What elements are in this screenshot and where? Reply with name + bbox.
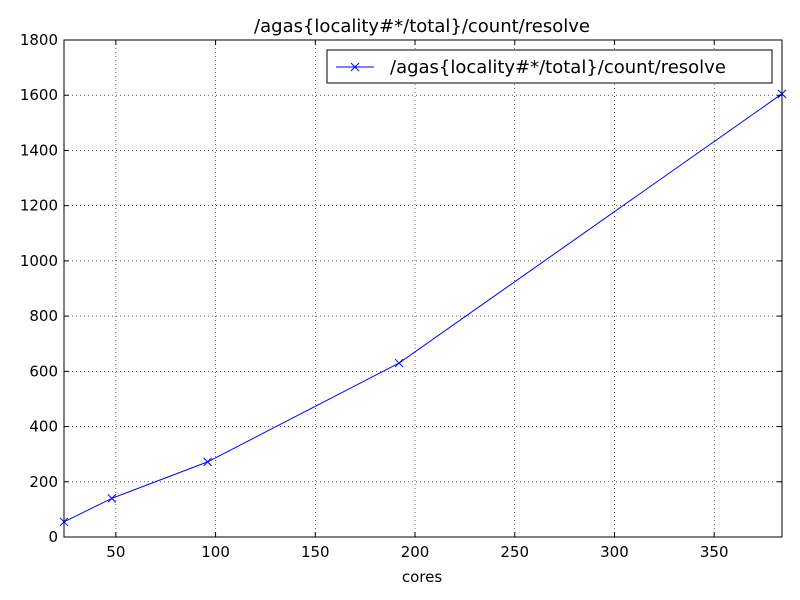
series-line (63, 93, 783, 523)
x-tick-label: 350 (700, 543, 729, 561)
y-tick-label: 1800 (20, 31, 58, 49)
x-tick-label: 50 (106, 543, 125, 561)
grid-lines (64, 40, 782, 537)
x-tick-label: 300 (600, 543, 629, 561)
x-tick-label: 100 (201, 543, 230, 561)
y-tick-label: 600 (29, 362, 58, 380)
y-tick-label: 1600 (20, 86, 58, 104)
legend: /agas{locality#*/total}/count/resolve (326, 49, 773, 84)
chart-title: /agas{locality#*/total}/count/resolve (254, 16, 590, 37)
axis-ticks: 50 100 150 200 250 300 350 0 200 400 600 800 1000 120… (20, 31, 782, 561)
y-tick-label: 0 (48, 528, 58, 546)
y-tick-label: 800 (29, 307, 58, 325)
y-tick-label: 1400 (20, 141, 58, 159)
data-point-x-marker (394, 358, 404, 368)
data-point-x-marker (203, 457, 212, 467)
series-layer (59, 89, 787, 527)
x-tick-label: 200 (401, 543, 430, 561)
y-tick-label: 1000 (20, 252, 58, 270)
plot-frame (63, 39, 783, 538)
legend-entry-label: /agas{locality#*/total}/count/resolve (390, 57, 726, 78)
x-tick-label: 150 (301, 543, 330, 561)
y-tick-label: 200 (29, 473, 58, 491)
x-axis-label: cores (402, 568, 442, 586)
y-tick-label: 1200 (20, 197, 58, 215)
y-tick-label: 400 (29, 418, 58, 436)
data-point-x-marker (107, 493, 117, 503)
legend-box (326, 49, 773, 84)
legend-marker-x-icon (350, 62, 360, 72)
x-tick-label: 250 (500, 543, 529, 561)
